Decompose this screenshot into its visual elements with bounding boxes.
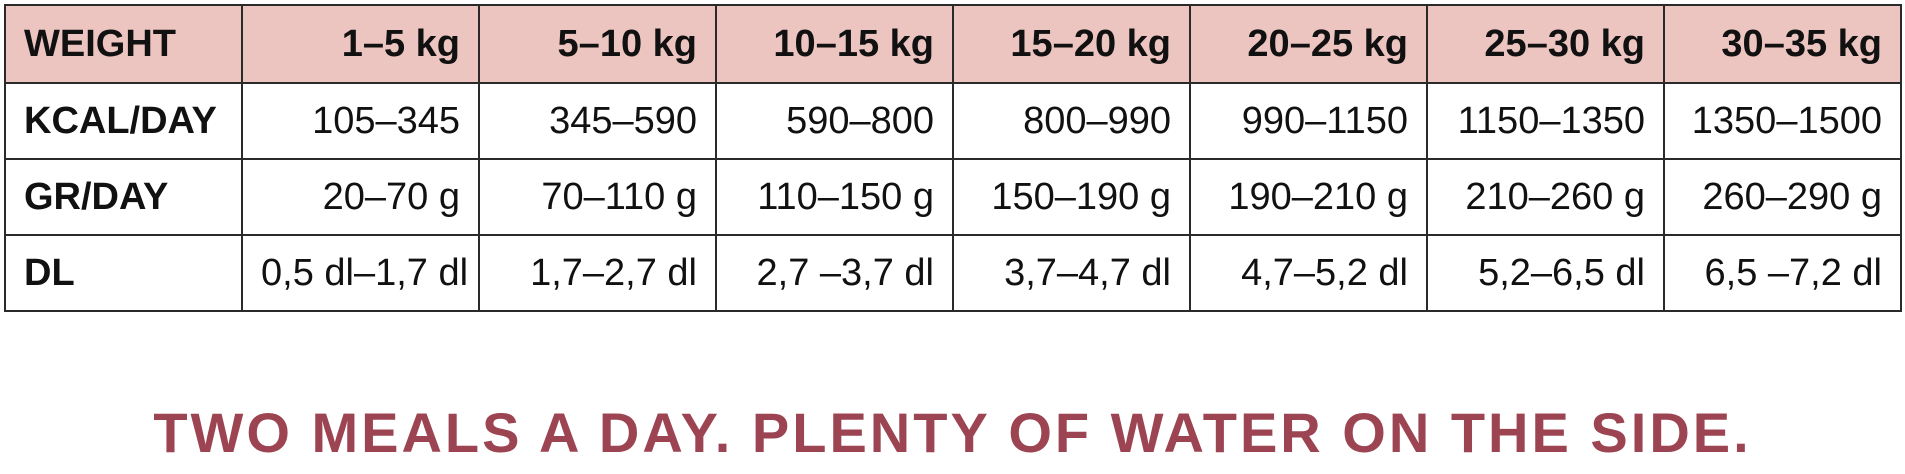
- table-cell: 2,7 –3,7 dl: [715, 234, 954, 312]
- header-cell: 5–10 kg: [478, 4, 717, 84]
- table-cell: 990–1150: [1189, 82, 1428, 160]
- table-row-kcal: KCAL/DAY 105–345 345–590 590–800 800–990…: [4, 82, 1902, 160]
- table-cell: 3,7–4,7 dl: [952, 234, 1191, 312]
- row-label: GR/DAY: [4, 158, 243, 236]
- header-cell: 25–30 kg: [1426, 4, 1665, 84]
- table-cell: 345–590: [478, 82, 717, 160]
- table-cell: 105–345: [241, 82, 480, 160]
- table-header: WEIGHT 1–5 kg 5–10 kg 10–15 kg 15–20 kg …: [4, 4, 1902, 84]
- table-cell: 1,7–2,7 dl: [478, 234, 717, 312]
- table-cell: 1350–1500: [1663, 82, 1902, 160]
- table-row-dl: DL 0,5 dl–1,7 dl 1,7–2,7 dl 2,7 –3,7 dl …: [4, 234, 1902, 312]
- feeding-table: WEIGHT 1–5 kg 5–10 kg 10–15 kg 15–20 kg …: [4, 4, 1902, 312]
- header-label-weight: WEIGHT: [4, 4, 243, 84]
- table-cell: 800–990: [952, 82, 1191, 160]
- row-label: DL: [4, 234, 243, 312]
- header-cell: 30–35 kg: [1663, 4, 1902, 84]
- table-cell: 6,5 –7,2 dl: [1663, 234, 1902, 312]
- table-row-grams: GR/DAY 20–70 g 70–110 g 110–150 g 150–19…: [4, 158, 1902, 236]
- table-cell: 590–800: [715, 82, 954, 160]
- table-cell: 70–110 g: [478, 158, 717, 236]
- header-cell: 10–15 kg: [715, 4, 954, 84]
- table-body: KCAL/DAY 105–345 345–590 590–800 800–990…: [4, 82, 1902, 312]
- table-cell: 150–190 g: [952, 158, 1191, 236]
- header-row: WEIGHT 1–5 kg 5–10 kg 10–15 kg 15–20 kg …: [4, 4, 1902, 84]
- table-cell: 0,5 dl–1,7 dl: [241, 234, 480, 312]
- table-cell: 5,2–6,5 dl: [1426, 234, 1665, 312]
- table-cell: 110–150 g: [715, 158, 954, 236]
- table-cell: 210–260 g: [1426, 158, 1665, 236]
- table-cell: 190–210 g: [1189, 158, 1428, 236]
- table-cell: 4,7–5,2 dl: [1189, 234, 1428, 312]
- table-cell: 20–70 g: [241, 158, 480, 236]
- header-cell: 20–25 kg: [1189, 4, 1428, 84]
- tagline: TWO MEALS A DAY. PLENTY OF WATER ON THE …: [153, 401, 1752, 464]
- table-cell: 260–290 g: [1663, 158, 1902, 236]
- header-cell: 1–5 kg: [241, 4, 480, 84]
- table-cell: 1150–1350: [1426, 82, 1665, 160]
- row-label: KCAL/DAY: [4, 82, 243, 160]
- header-cell: 15–20 kg: [952, 4, 1191, 84]
